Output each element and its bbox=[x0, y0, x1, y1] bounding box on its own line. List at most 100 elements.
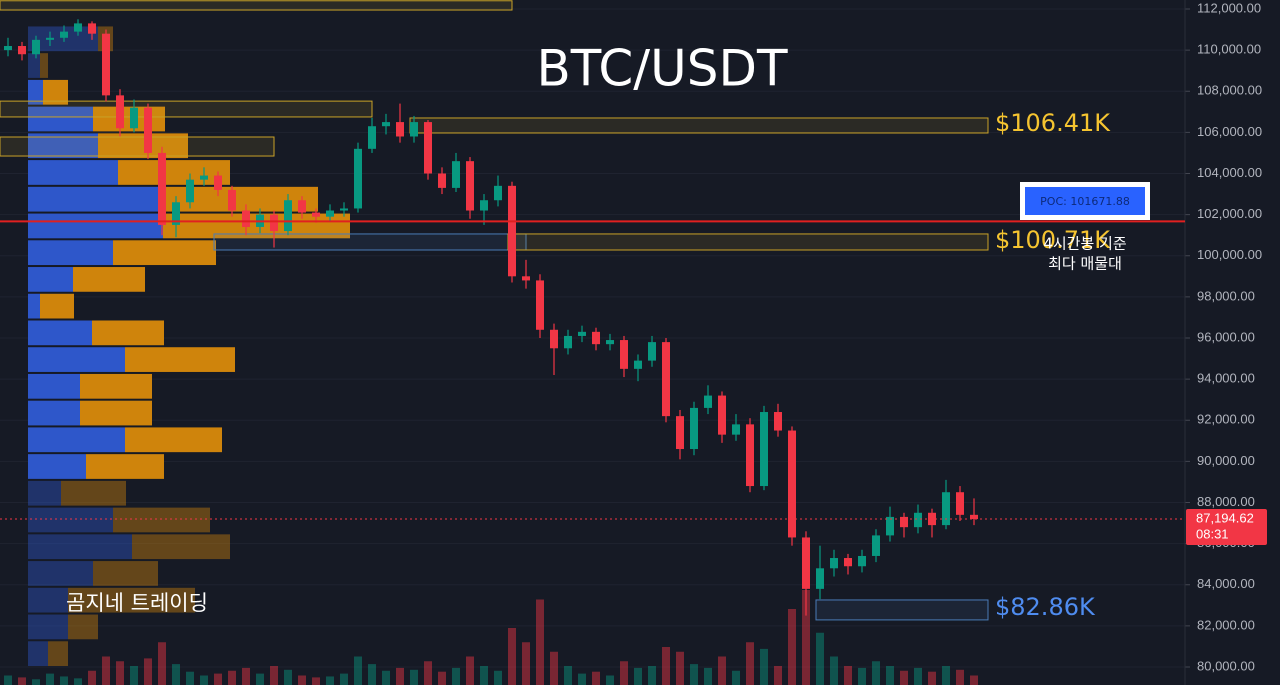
candle-body bbox=[858, 555, 866, 567]
profile-buy bbox=[28, 534, 132, 560]
candle-body bbox=[424, 122, 432, 174]
candle-body bbox=[620, 340, 628, 369]
volume-bar bbox=[4, 675, 12, 685]
profile-buy bbox=[28, 400, 80, 426]
volume-bar bbox=[928, 671, 936, 685]
volume-bar bbox=[228, 670, 236, 685]
volume-bar bbox=[970, 675, 978, 685]
y-tick-label: 92,000.00 bbox=[1197, 412, 1255, 427]
profile-sell bbox=[61, 480, 126, 506]
profile-buy bbox=[28, 347, 125, 372]
y-tick-label: 102,000.00 bbox=[1197, 206, 1262, 221]
profile-buy bbox=[28, 160, 118, 185]
volume-bar bbox=[774, 666, 782, 685]
candle-body bbox=[466, 161, 474, 211]
volume-bar bbox=[32, 679, 40, 685]
candle-body bbox=[298, 200, 306, 213]
volume-bar bbox=[494, 670, 502, 685]
volume-bar bbox=[480, 666, 488, 685]
volume-bar bbox=[354, 656, 362, 685]
volume-bar bbox=[158, 642, 166, 685]
volume-bar bbox=[648, 666, 656, 685]
price-zone bbox=[815, 599, 989, 621]
profile-sell bbox=[40, 293, 74, 319]
candle-body bbox=[46, 37, 54, 40]
volume-bar bbox=[186, 671, 194, 685]
profile-sell bbox=[132, 534, 230, 560]
volume-bar bbox=[690, 664, 698, 685]
price-zone bbox=[213, 233, 527, 251]
volume-bar bbox=[424, 661, 432, 685]
y-tick-label: 108,000.00 bbox=[1197, 83, 1262, 98]
volume-bar bbox=[704, 667, 712, 685]
volume-bar bbox=[830, 656, 838, 685]
volume-bar bbox=[144, 658, 152, 685]
candle-body bbox=[60, 31, 68, 38]
volume-bar bbox=[662, 647, 670, 685]
volume-bar bbox=[74, 678, 82, 685]
volume-bar bbox=[396, 667, 404, 685]
candle-body bbox=[676, 416, 684, 450]
y-tick-label: 88,000.00 bbox=[1197, 494, 1255, 509]
volume-bar bbox=[746, 642, 754, 685]
profile-buy bbox=[28, 79, 43, 105]
candle-body bbox=[186, 179, 194, 203]
volume-bar bbox=[788, 609, 796, 685]
volume-bar bbox=[886, 666, 894, 685]
profile-buy bbox=[28, 454, 86, 479]
volume-bar bbox=[312, 677, 320, 685]
price-zone bbox=[0, 100, 373, 118]
zone-label: $82.86K bbox=[995, 593, 1096, 621]
volume-bar bbox=[634, 667, 642, 685]
profile-buy bbox=[28, 373, 80, 399]
candle-body bbox=[102, 33, 110, 96]
candle-body bbox=[886, 516, 894, 536]
candle-body bbox=[718, 395, 726, 435]
volume-bar bbox=[592, 671, 600, 685]
profile-buy bbox=[28, 240, 113, 266]
volume-bar bbox=[942, 666, 950, 685]
profile-buy bbox=[28, 561, 93, 586]
volume-bar bbox=[620, 661, 628, 685]
volume-bar bbox=[284, 669, 292, 685]
candle-body bbox=[214, 175, 222, 190]
candle-body bbox=[74, 23, 82, 32]
candle-body bbox=[564, 335, 572, 349]
volume-bar bbox=[564, 666, 572, 685]
poc-label: POC: 101671.88 bbox=[1040, 195, 1130, 208]
y-tick-label: 82,000.00 bbox=[1197, 617, 1255, 632]
volume-bar bbox=[900, 670, 908, 685]
volume-bar bbox=[914, 667, 922, 685]
candle-body bbox=[228, 189, 236, 211]
profile-sell bbox=[113, 507, 210, 533]
candle-body bbox=[704, 395, 712, 408]
volume-bar bbox=[18, 677, 26, 685]
volume-bar bbox=[214, 673, 222, 685]
volume-bar bbox=[116, 661, 124, 685]
profile-sell bbox=[48, 641, 68, 666]
profile-buy bbox=[28, 587, 68, 613]
candle-body bbox=[606, 340, 614, 345]
countdown: 08:31 bbox=[1196, 526, 1229, 541]
candle-body bbox=[746, 424, 754, 487]
y-tick-label: 106,000.00 bbox=[1197, 124, 1262, 139]
candle-body bbox=[354, 148, 362, 209]
profile-sell bbox=[113, 240, 216, 266]
y-tick-label: 104,000.00 bbox=[1197, 165, 1262, 180]
profile-sell bbox=[125, 427, 222, 453]
candle-body bbox=[158, 152, 166, 225]
profile-sell bbox=[93, 106, 165, 132]
last-price-box bbox=[1186, 509, 1267, 546]
y-tick-label: 112,000.00 bbox=[1197, 0, 1261, 15]
candle-body bbox=[802, 537, 810, 589]
profile-buy bbox=[28, 53, 40, 78]
candle-body bbox=[270, 214, 278, 232]
candle-body bbox=[130, 107, 138, 129]
candle-body bbox=[116, 95, 124, 129]
profile-buy bbox=[28, 427, 125, 453]
volume-bar bbox=[46, 673, 54, 685]
candle-body bbox=[760, 412, 768, 487]
poc-box bbox=[1025, 187, 1145, 215]
candle-body bbox=[536, 280, 544, 330]
